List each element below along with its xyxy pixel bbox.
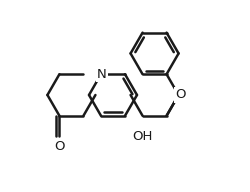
- Text: O: O: [54, 140, 65, 153]
- Text: OH: OH: [132, 130, 153, 143]
- Text: O: O: [175, 89, 186, 102]
- Text: N: N: [97, 68, 107, 81]
